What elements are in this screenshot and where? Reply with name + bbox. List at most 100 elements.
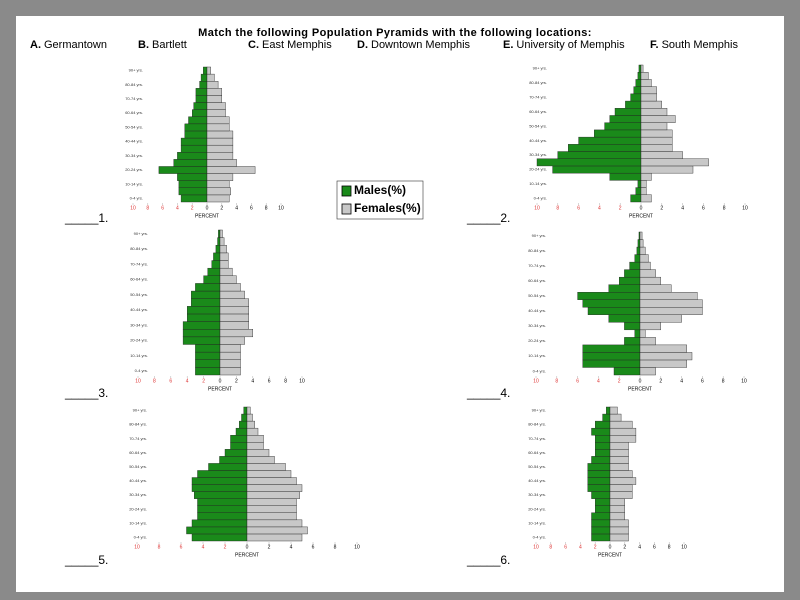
female-bar xyxy=(640,151,683,159)
female-bar xyxy=(609,406,618,415)
age-label: 60-64 yrs. xyxy=(529,109,547,114)
male-bar xyxy=(218,229,221,238)
male-bar xyxy=(591,526,611,535)
female-bar xyxy=(219,229,223,238)
female-bar xyxy=(639,254,649,263)
male-bar xyxy=(158,166,208,174)
option-name: South Memphis xyxy=(662,39,739,51)
female-bar xyxy=(640,100,662,109)
female-bar xyxy=(640,122,668,131)
male-bar xyxy=(184,123,208,132)
x-tick-label: 4 xyxy=(235,205,238,211)
age-label: 30-34 yrs. xyxy=(528,492,546,497)
x-tick-label: 8 xyxy=(146,205,149,211)
x-tick-label: 10 xyxy=(533,544,539,550)
female-bar xyxy=(609,477,637,485)
male-bar xyxy=(637,180,642,188)
age-label: 30-34 yrs. xyxy=(130,322,148,327)
age-label: 60-64 yrs. xyxy=(528,450,546,455)
x-tick-label: 8 xyxy=(153,378,156,384)
age-label: 20-24 yrs. xyxy=(125,167,143,172)
age-label: 30-34 yrs. xyxy=(529,152,547,157)
male-bar xyxy=(199,81,208,89)
female-bar xyxy=(609,427,637,436)
option-name: Germantown xyxy=(44,39,107,51)
female-bar xyxy=(609,505,626,513)
x-tick-label: 6 xyxy=(577,205,580,211)
male-bar xyxy=(557,151,642,159)
age-label: 90+ yrs. xyxy=(532,233,546,238)
male-bar xyxy=(191,109,208,117)
age-label: 0-4 yrs. xyxy=(135,368,148,373)
female-bar xyxy=(246,498,297,506)
male-bar xyxy=(203,66,208,75)
age-label: 90+ yrs. xyxy=(134,231,148,236)
location-option: B. Bartlett xyxy=(138,39,187,51)
female-bar xyxy=(246,427,259,436)
male-bar xyxy=(595,505,611,513)
age-label: 40-44 yrs. xyxy=(129,478,147,483)
male-bar xyxy=(230,442,248,450)
x-tick-label: 0 xyxy=(219,378,222,384)
age-label: 70-74 yrs. xyxy=(125,96,143,101)
male-bar xyxy=(578,136,642,145)
male-bar xyxy=(536,158,642,167)
female-bar xyxy=(206,130,234,139)
age-label: 50-54 yrs. xyxy=(528,293,546,298)
x-tick-label: 6 xyxy=(169,378,172,384)
age-label: 80-84 yrs. xyxy=(130,246,148,251)
legend-swatch xyxy=(341,203,352,215)
answer-blank: _____1. xyxy=(64,211,108,225)
male-bar xyxy=(239,420,248,429)
x-tick-label: 4 xyxy=(176,205,179,211)
male-bar xyxy=(591,456,611,464)
male-bar xyxy=(636,246,641,255)
age-label: 50-54 yrs. xyxy=(528,464,546,469)
female-bar xyxy=(246,463,286,471)
age-label: 80-84 yrs. xyxy=(129,422,147,427)
option-name: Bartlett xyxy=(152,39,187,51)
male-bar xyxy=(191,519,248,528)
x-tick-label: 2 xyxy=(659,378,662,384)
male-bar xyxy=(591,491,611,499)
female-bar xyxy=(639,246,646,255)
male-bar xyxy=(182,321,221,330)
age-label: 30-34 yrs. xyxy=(129,492,147,497)
female-bar xyxy=(219,321,249,330)
male-bar xyxy=(197,498,248,506)
x-tick-label: 10 xyxy=(534,205,540,211)
x-tick-label: 10 xyxy=(533,378,539,384)
male-bar xyxy=(591,427,611,436)
age-label: 50-54 yrs. xyxy=(130,292,148,297)
x-tick-label: 6 xyxy=(653,544,656,550)
female-bar xyxy=(219,298,249,307)
male-bar xyxy=(613,367,641,376)
age-label: 20-24 yrs. xyxy=(528,506,546,511)
female-bar xyxy=(609,491,633,499)
age-label: 20-24 yrs. xyxy=(529,167,547,172)
female-bar xyxy=(609,456,629,464)
male-bar xyxy=(634,329,641,338)
male-bar xyxy=(635,187,642,195)
option-letter: B. xyxy=(138,39,149,51)
male-bar xyxy=(243,406,248,415)
male-bar xyxy=(595,449,611,457)
age-label: 10-14 yrs. xyxy=(528,353,546,358)
x-tick-label: 10 xyxy=(681,544,687,550)
x-tick-label: 6 xyxy=(576,378,579,384)
legend: Males(%) Females(%) xyxy=(336,180,424,220)
female-bar xyxy=(219,267,233,276)
female-bar xyxy=(640,93,657,102)
age-label: 90+ yrs. xyxy=(532,408,546,413)
male-bar xyxy=(614,108,642,116)
x-tick-label: 2 xyxy=(220,205,223,211)
female-bar xyxy=(219,313,249,322)
x-tick-label: 0 xyxy=(246,544,249,550)
x-tick-label: 6 xyxy=(161,205,164,211)
male-bar xyxy=(193,102,208,110)
male-bar xyxy=(591,519,611,528)
female-bar xyxy=(609,442,629,450)
age-label: 0-4 yrs. xyxy=(533,368,546,373)
option-name: East Memphis xyxy=(262,39,332,51)
